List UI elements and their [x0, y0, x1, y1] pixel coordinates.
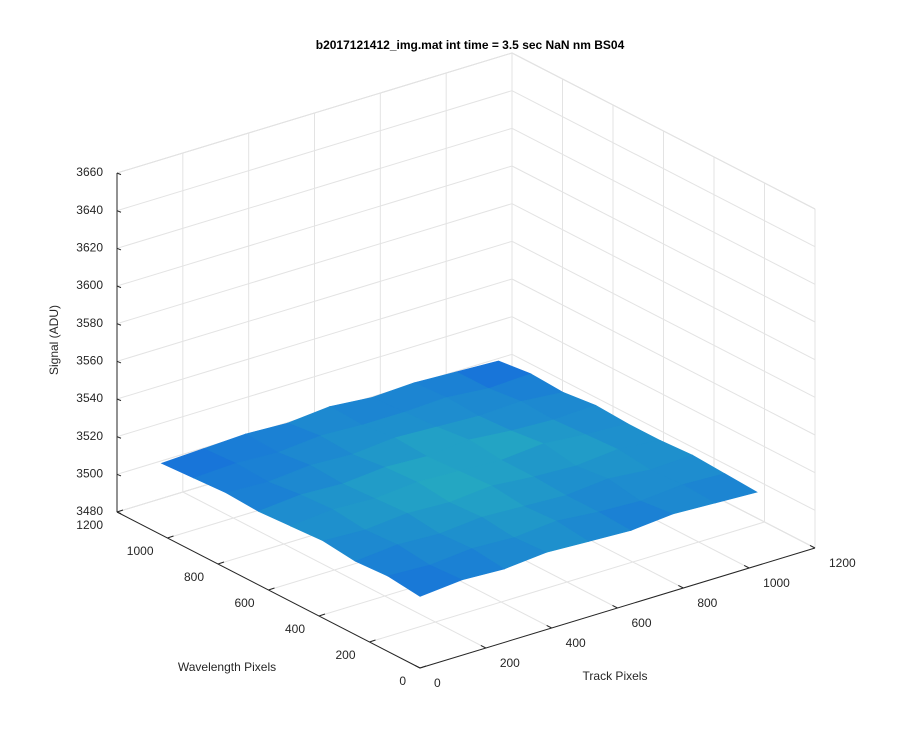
y-tick: [116, 509, 124, 513]
z-tick-label: 3660: [76, 165, 103, 179]
z-tick: [116, 285, 122, 289]
y-tick: [419, 665, 427, 669]
z-tick-label: 3560: [76, 354, 103, 368]
x-tick-label: 200: [500, 656, 520, 670]
y-tick-label: 0: [399, 674, 406, 688]
y-tick-label: 600: [234, 596, 254, 610]
z-tick-label: 3600: [76, 278, 103, 292]
z-tick: [116, 210, 122, 213]
y-tick-label: 400: [285, 622, 305, 636]
y-tick-label: 1000: [127, 544, 154, 558]
z-tick: [116, 398, 122, 402]
y-tick-label: 800: [184, 570, 204, 584]
x-tick-label: 1000: [763, 576, 790, 590]
y-tick-label: 1200: [76, 518, 103, 532]
z-tick: [116, 172, 122, 176]
z-tick-label: 3580: [76, 316, 103, 330]
x-tick-label: 600: [632, 616, 652, 630]
y-tick: [268, 587, 275, 591]
z-tick-label: 3520: [76, 429, 103, 443]
x-tick-label: 400: [566, 636, 586, 650]
grid-line: [369, 521, 765, 643]
x-tick: [546, 624, 552, 629]
z-tick: [116, 436, 122, 439]
x-tick: [480, 644, 487, 649]
y-tick: [369, 639, 376, 643]
x-tick: [743, 564, 750, 569]
x-axis-label: Track Pixels: [583, 669, 648, 683]
z-tick: [116, 360, 122, 364]
x-tick-label: 0: [434, 676, 441, 690]
z-tick-label: 3540: [76, 391, 103, 405]
z-tick: [116, 323, 122, 326]
y-tick: [167, 535, 174, 539]
x-tick: [414, 664, 421, 669]
z-axis-label: Signal (ADU): [47, 305, 61, 375]
z-tick: [116, 247, 122, 251]
x-tick: [612, 604, 618, 609]
z-tick-label: 3620: [76, 241, 103, 255]
x-tick: [678, 584, 684, 589]
z-tick-label: 3640: [76, 203, 103, 217]
z-tick-label: 3480: [76, 504, 103, 518]
y-axis-label: Wavelength Pixels: [178, 660, 276, 674]
chart-title: b2017121412_img.mat int time = 3.5 sec N…: [316, 38, 625, 52]
x-tick: [809, 544, 816, 549]
y-tick: [318, 613, 326, 617]
z-tick: [116, 473, 122, 477]
x-tick-label: 800: [697, 596, 717, 610]
y-tick-label: 200: [335, 648, 355, 662]
surface-patch: [386, 564, 463, 597]
x-tick-label: 1200: [829, 556, 856, 570]
z-tick-label: 3500: [76, 467, 103, 481]
y-tick: [217, 561, 225, 565]
